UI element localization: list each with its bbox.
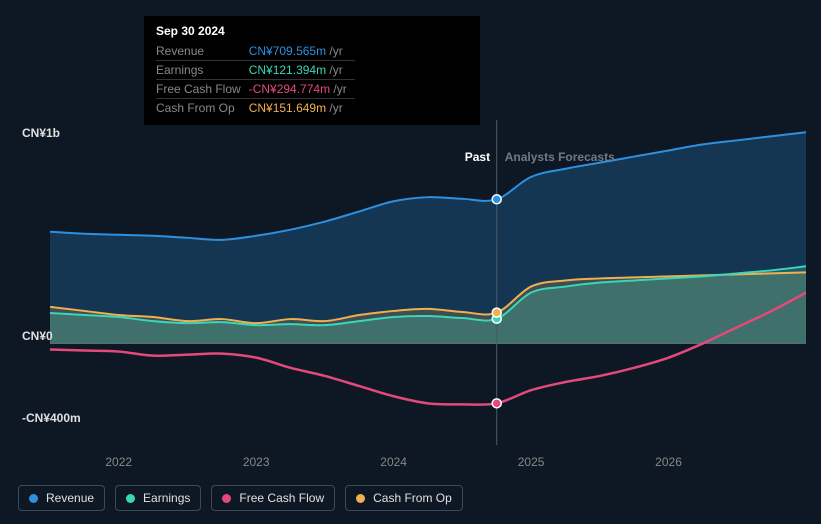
legend: Revenue Earnings Free Cash Flow Cash From O… [18, 485, 463, 511]
legend-item-revenue[interactable]: Revenue [18, 485, 105, 511]
tooltip-row-value: -CN¥294.774m /yr [249, 80, 355, 99]
x-tick-label: 2025 [518, 455, 545, 469]
x-tick-label: 2022 [105, 455, 132, 469]
x-tick-label: 2023 [243, 455, 270, 469]
legend-label: Free Cash Flow [239, 491, 324, 505]
tooltip-row: Free Cash Flow-CN¥294.774m /yr [156, 80, 355, 99]
cash_from_op-marker [492, 308, 501, 317]
tooltip-row-label: Earnings [156, 61, 249, 80]
legend-swatch-icon [126, 494, 135, 503]
chart-container: Sep 30 2024 RevenueCN¥709.565m /yrEarnin… [0, 0, 821, 524]
tooltip-date: Sep 30 2024 [156, 24, 468, 38]
legend-swatch-icon [29, 494, 38, 503]
tooltip-table: RevenueCN¥709.565m /yrEarningsCN¥121.394… [156, 42, 355, 117]
x-tick-label: 2024 [380, 455, 407, 469]
legend-item-free-cash-flow[interactable]: Free Cash Flow [211, 485, 335, 511]
past-label: Past [465, 150, 490, 164]
free_cash_flow-marker [492, 399, 501, 408]
tooltip-row-value: CN¥121.394m /yr [249, 61, 355, 80]
y-tick-label: -CN¥400m [22, 411, 81, 425]
legend-swatch-icon [222, 494, 231, 503]
legend-item-cash-from-op[interactable]: Cash From Op [345, 485, 463, 511]
tooltip-row-label: Free Cash Flow [156, 80, 249, 99]
revenue-marker [492, 195, 501, 204]
tooltip-row: Cash From OpCN¥151.649m /yr [156, 99, 355, 118]
tooltip-row: RevenueCN¥709.565m /yr [156, 42, 355, 61]
chart-plot-area[interactable] [50, 120, 806, 445]
tooltip-row-value: CN¥151.649m /yr [249, 99, 355, 118]
tooltip-row-label: Revenue [156, 42, 249, 61]
legend-label: Revenue [46, 491, 94, 505]
tooltip-row-value: CN¥709.565m /yr [249, 42, 355, 61]
tooltip: Sep 30 2024 RevenueCN¥709.565m /yrEarnin… [144, 16, 480, 125]
legend-label: Cash From Op [373, 491, 452, 505]
legend-label: Earnings [143, 491, 190, 505]
legend-swatch-icon [356, 494, 365, 503]
legend-item-earnings[interactable]: Earnings [115, 485, 201, 511]
x-tick-label: 2026 [655, 455, 682, 469]
forecast-label: Analysts Forecasts [505, 150, 615, 164]
tooltip-row-label: Cash From Op [156, 99, 249, 118]
y-tick-label: CN¥1b [22, 126, 60, 140]
y-tick-label: CN¥0 [22, 329, 53, 343]
tooltip-row: EarningsCN¥121.394m /yr [156, 61, 355, 80]
